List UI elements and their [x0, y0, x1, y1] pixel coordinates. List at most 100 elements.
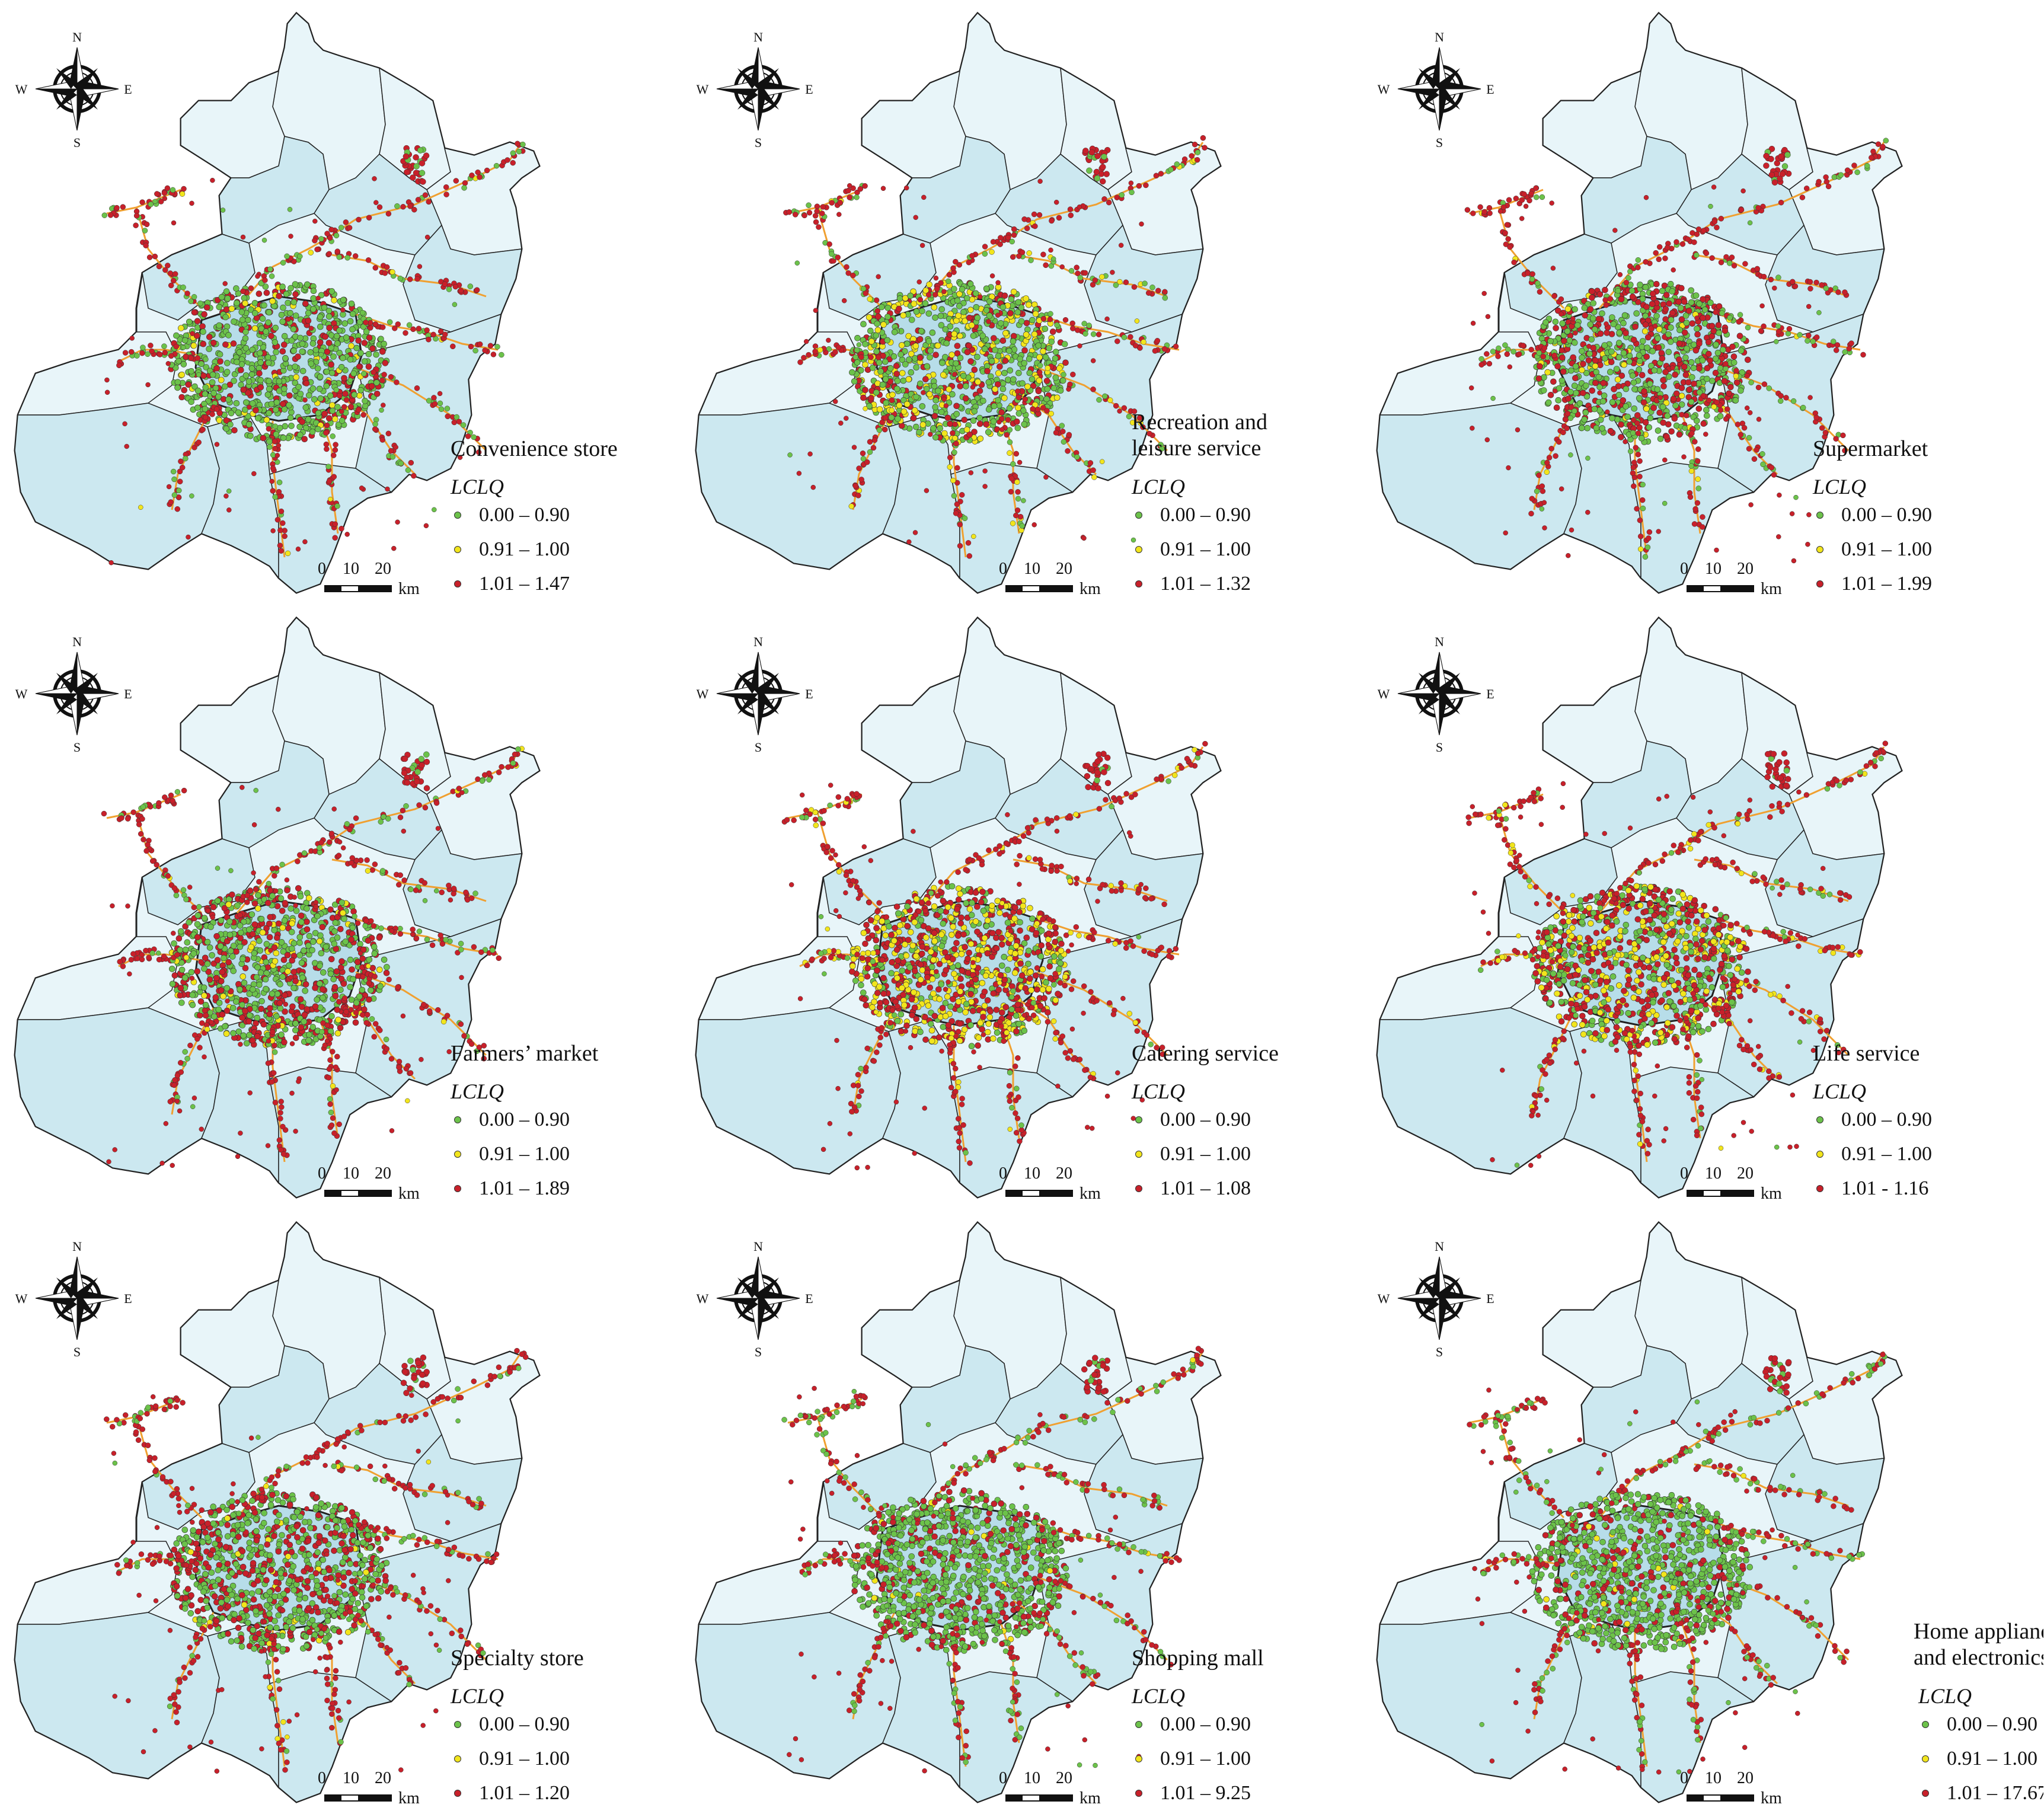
poi-dot [938, 408, 945, 416]
poi-dot [1646, 529, 1653, 535]
poi-dot [1478, 362, 1484, 368]
poi-dot [223, 306, 230, 313]
poi-dot [1646, 535, 1652, 541]
poi-dot [1583, 382, 1589, 389]
poi-dot [202, 405, 209, 413]
poi-dot [1681, 363, 1688, 371]
poi-dot [1703, 407, 1710, 414]
poi-dot [1059, 264, 1065, 270]
poi-dot [349, 311, 356, 318]
poi-dot [254, 1014, 261, 1021]
poi-dot [240, 387, 247, 393]
poi-dot [1077, 274, 1083, 281]
poi-dot [937, 425, 944, 432]
poi-dot [1519, 197, 1525, 203]
poi-dot [140, 344, 146, 350]
poi-dot [372, 176, 377, 181]
poi-dot [1643, 304, 1650, 310]
poi-dot [1567, 367, 1574, 374]
poi-dot [1564, 410, 1571, 417]
poi-dot [266, 438, 273, 445]
poi-dot [919, 403, 926, 410]
poi-dot [1703, 432, 1708, 437]
poi-dot [452, 283, 459, 290]
poi-dot [845, 187, 851, 194]
poi-dot [330, 433, 336, 439]
poi-dot [381, 956, 388, 963]
poi-dot [889, 391, 896, 398]
poi-dot [209, 952, 215, 959]
poi-dot [292, 363, 299, 370]
poi-dot [332, 535, 338, 541]
poi-dot [1021, 347, 1028, 354]
poi-dot [894, 378, 901, 384]
poi-dot [1067, 206, 1074, 212]
poi-dot [263, 289, 270, 296]
poi-dot [167, 270, 174, 276]
poi-dot [925, 292, 932, 298]
poi-dot [1727, 315, 1733, 321]
poi-dot [1711, 404, 1717, 410]
road [1497, 207, 1565, 309]
poi-dot [340, 307, 346, 313]
poi-dot [262, 277, 268, 283]
poi-dot [1024, 225, 1030, 231]
poi-dot [797, 359, 803, 365]
poi-dot [248, 285, 254, 291]
poi-dot [1636, 395, 1643, 402]
poi-dot [266, 934, 273, 941]
poi-dot [854, 334, 861, 341]
poi-dot [1761, 381, 1768, 387]
poi-dot [1709, 255, 1715, 261]
poi-dot [1566, 552, 1571, 558]
poi-dot [1614, 376, 1621, 383]
poi-dot [1597, 416, 1604, 423]
compass-n-label: N [1435, 30, 1444, 44]
poi-dot [1741, 424, 1748, 431]
poi-dot [1635, 264, 1641, 270]
poi-dot [1582, 312, 1589, 319]
poi-dot [1688, 299, 1695, 306]
poi-dot [1744, 356, 1751, 363]
poi-dot [868, 395, 874, 401]
poi-dot [1110, 270, 1115, 275]
poi-dot [1590, 300, 1597, 306]
poi-dot [950, 477, 956, 484]
poi-dot [882, 426, 888, 433]
poi-dot [1717, 365, 1723, 371]
poi-dot [1607, 427, 1614, 435]
poi-dot [312, 218, 318, 224]
poi-dot [302, 539, 308, 545]
poi-dot [862, 341, 868, 347]
poi-dot [1678, 385, 1685, 391]
poi-dot [1665, 349, 1672, 356]
poi-dot [1745, 324, 1751, 331]
poi-dot [265, 359, 272, 366]
poi-dot [229, 953, 236, 960]
poi-dot [239, 973, 247, 980]
poi-dot [173, 332, 180, 339]
poi-dot [1082, 148, 1089, 154]
poi-dot [1819, 425, 1825, 431]
poi-dot [1700, 314, 1706, 321]
poi-dot [1141, 339, 1146, 345]
poi-dot [1548, 446, 1554, 452]
poi-dot [929, 329, 936, 336]
poi-dot [1626, 352, 1633, 359]
poi-dot [340, 909, 346, 916]
poi-dot [256, 370, 263, 377]
poi-dot [1623, 279, 1630, 286]
poi-dot [1094, 175, 1101, 182]
poi-dot [1634, 420, 1640, 426]
poi-dot [1572, 306, 1578, 313]
poi-dot [194, 404, 201, 411]
poi-dot [287, 207, 293, 212]
poi-dot [122, 421, 127, 427]
poi-dot [341, 375, 347, 382]
poi-dot [1722, 327, 1729, 334]
poi-dot [1113, 403, 1119, 409]
poi-dot [423, 152, 430, 159]
poi-dot [959, 286, 966, 293]
poi-dot [189, 493, 194, 499]
poi-dot [1713, 309, 1719, 315]
